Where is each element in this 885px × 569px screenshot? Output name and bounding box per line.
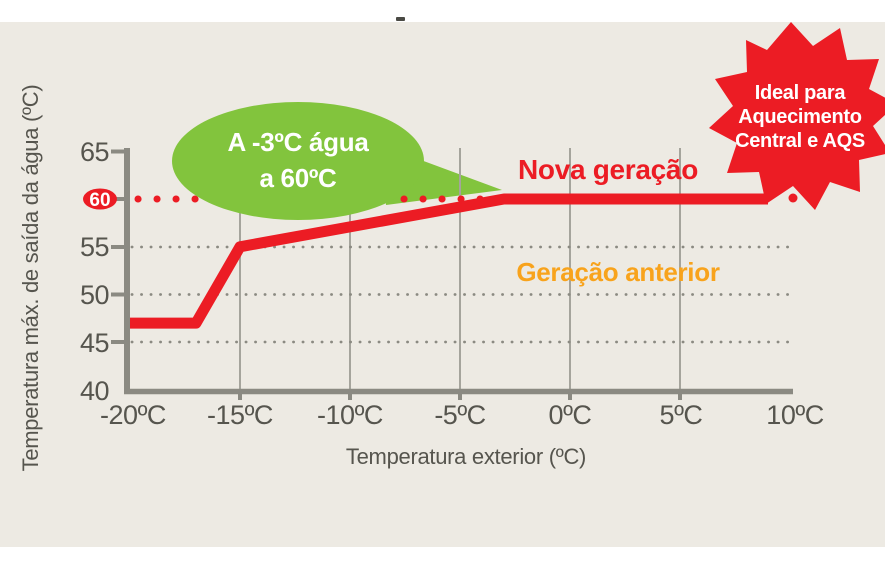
y-label-65: 65 [80,137,109,167]
series-end-dot [788,193,798,203]
x-label-10: 10ºC [766,400,823,430]
y-label-50: 50 [80,280,109,310]
speech-bubble-line2: a 60ºC [259,163,337,193]
label-nova-geracao: Nova geração [518,154,698,185]
x-label--20: -20ºC [100,400,166,430]
x-label--15: -15ºC [207,400,273,430]
speech-bubble-line1: A -3ºC água [227,127,369,157]
x-label-5: 5ºC [660,400,703,430]
badge-line2: Aquecimento [738,106,861,128]
x-label--10: -10ºC [317,400,383,430]
y-label-40: 40 [80,376,109,406]
x-axis-ticks [238,391,682,400]
x-label--5: -5ºC [434,400,485,430]
badge-line1: Ideal para [755,82,847,104]
speech-bubble [172,102,424,220]
y-label-55: 55 [80,232,109,262]
y-label-60-badge [83,188,117,210]
starburst-badge [709,22,885,210]
badge-line3: Central e AQS [735,130,865,152]
crop-artifact-mark [396,17,405,21]
series-nova-geracao-line [130,193,768,329]
x-axis-title: Temperatura exterior (ºC) [346,444,586,469]
y-axis-title: Temperatura máx. de saída da água (ºC) [18,85,43,472]
y-label-45: 45 [80,328,109,358]
x-label-0: 0ºC [549,400,592,430]
label-geracao-anterior: Geração anterior [516,257,719,287]
dotted-gridlines [130,245,794,344]
y-label-60: 60 [89,190,110,211]
